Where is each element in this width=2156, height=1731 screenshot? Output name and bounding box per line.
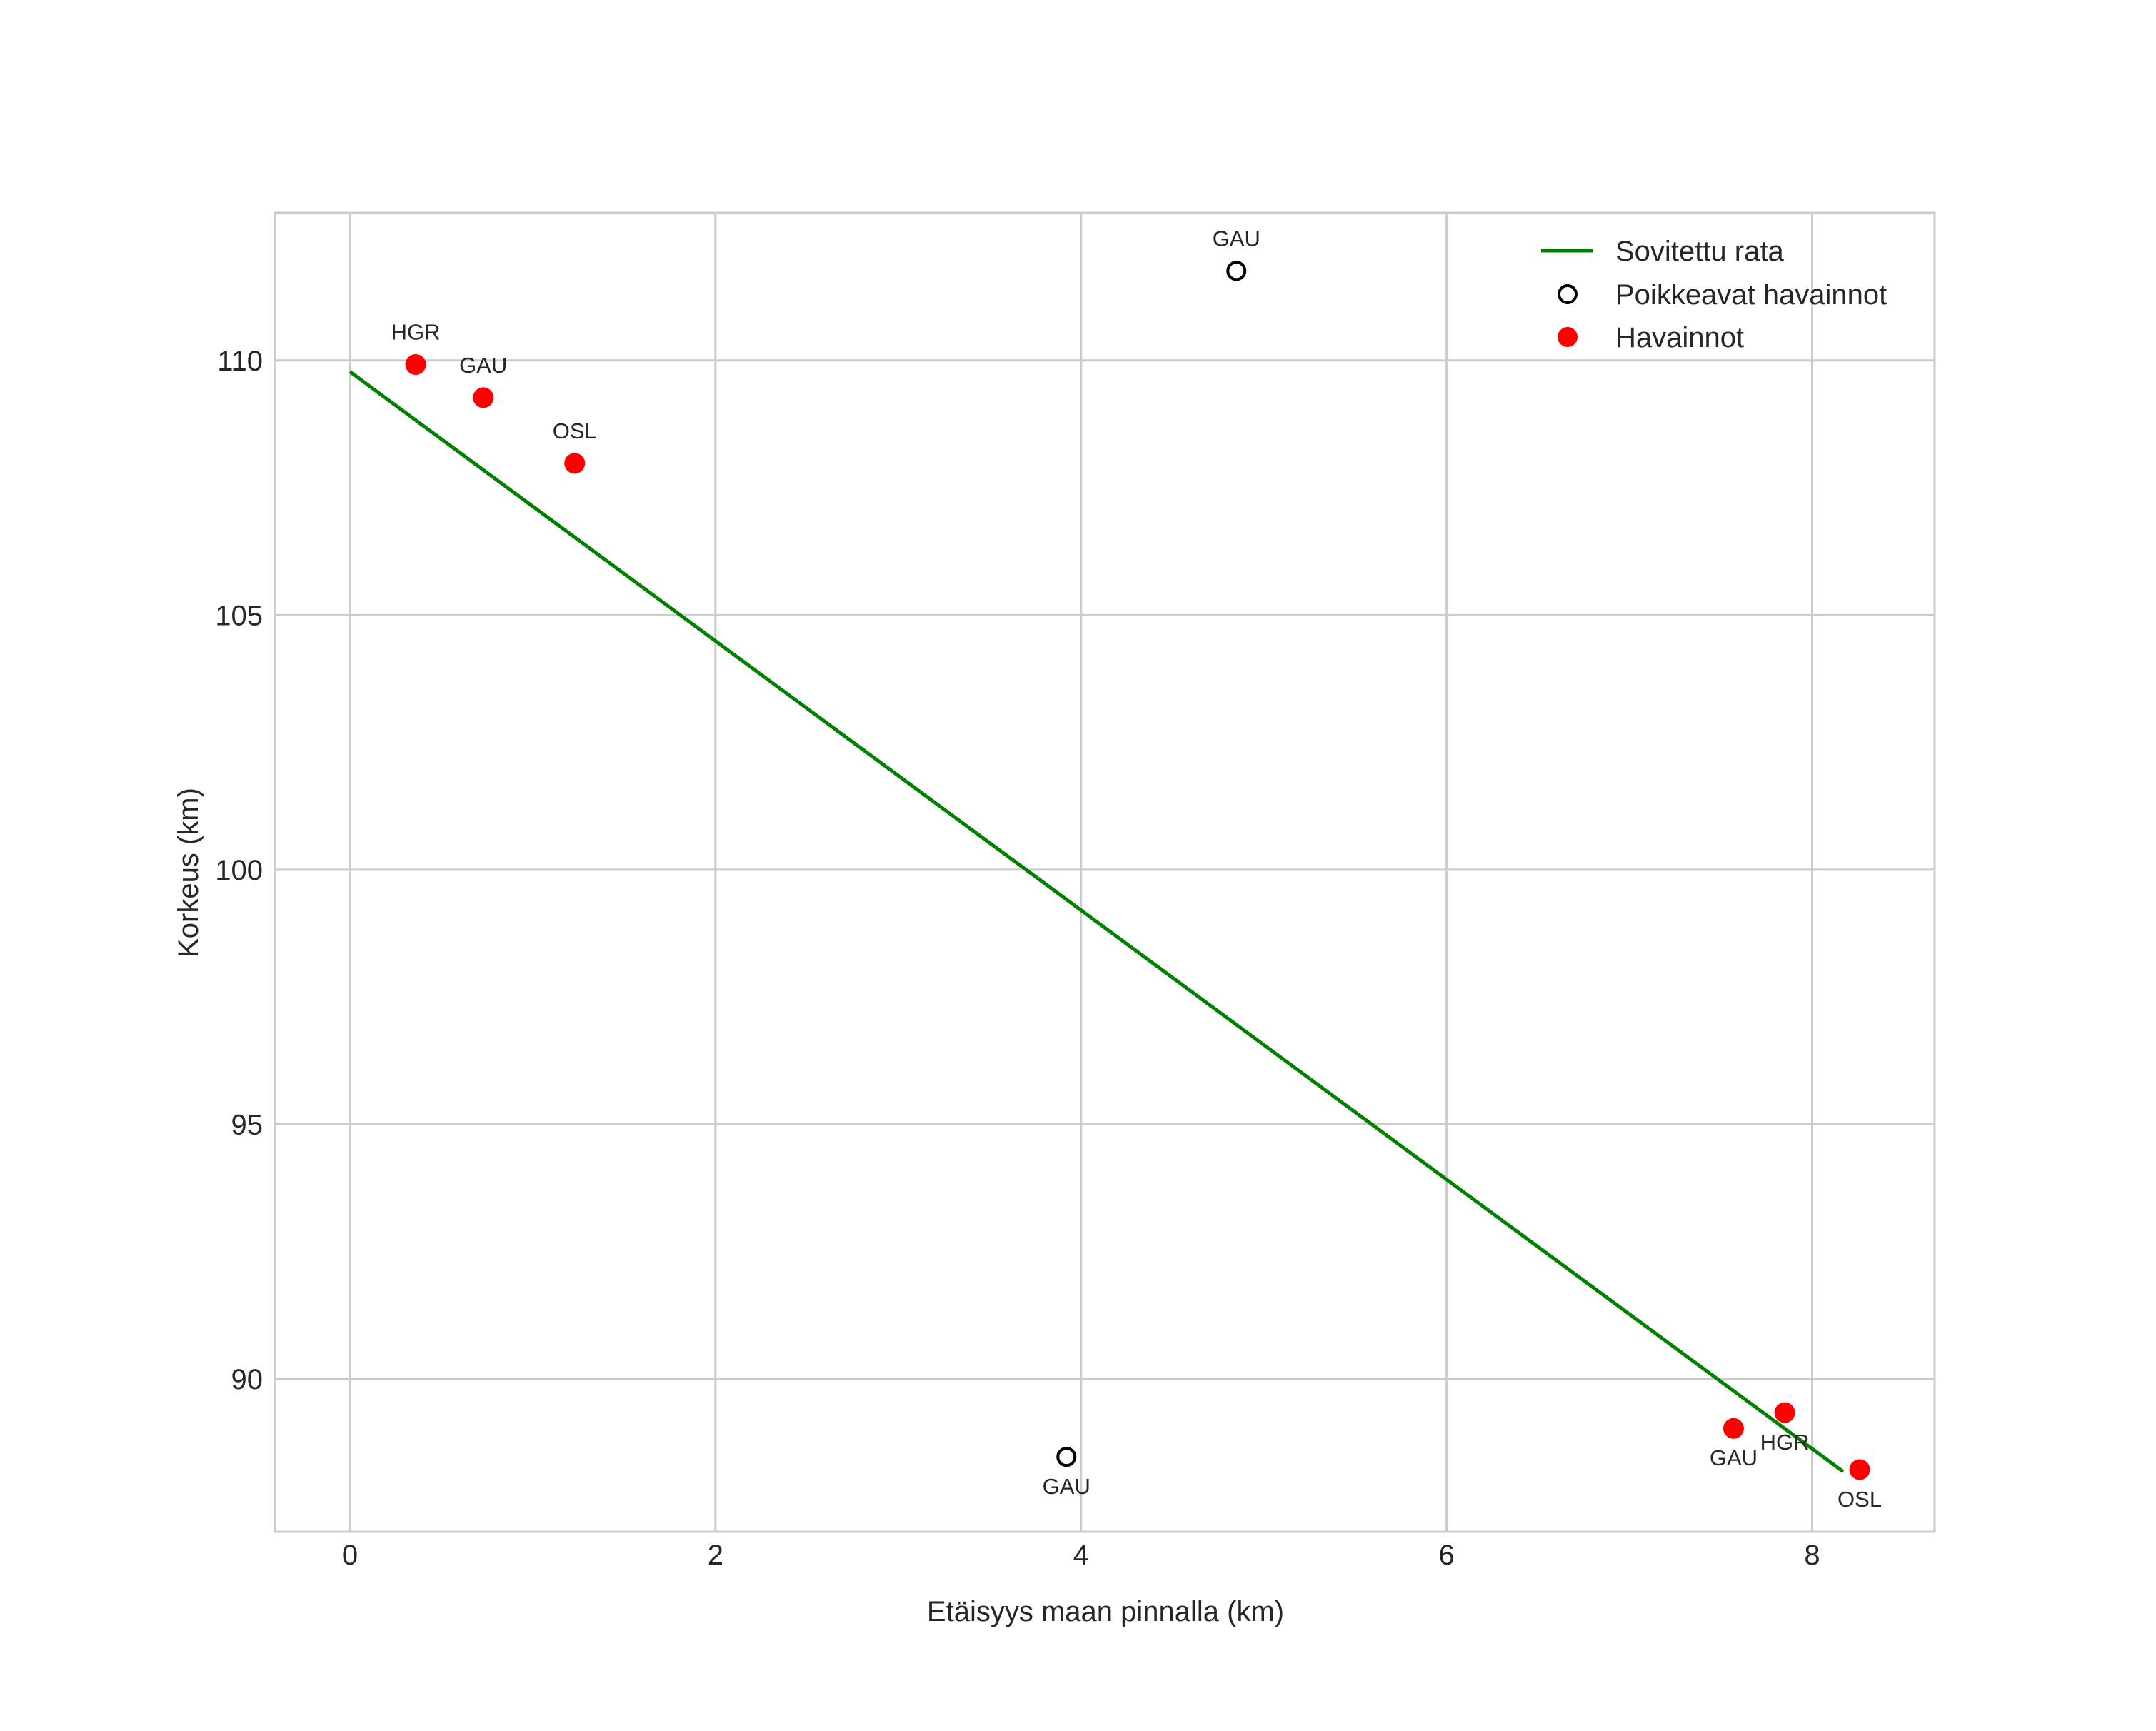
- x-tick-label: 4: [1073, 1540, 1089, 1571]
- legend-label: Poikkeavat havainnot: [1615, 279, 1887, 311]
- hollow-circle-icon: [1558, 284, 1578, 304]
- data-series: [349, 261, 1870, 1480]
- station-label: GAU: [1213, 226, 1260, 251]
- x-tick-label: 6: [1438, 1540, 1454, 1571]
- x-tick-label: 0: [342, 1540, 358, 1571]
- y-tick-label: 100: [215, 855, 263, 886]
- observation-marker: [405, 354, 426, 376]
- x-tick-label: 8: [1804, 1540, 1820, 1571]
- station-label: HGR: [391, 320, 441, 345]
- filled-circle-icon: [1558, 327, 1578, 347]
- legend-label: Havainnot: [1615, 322, 1744, 353]
- outlier-marker: [1056, 1447, 1077, 1467]
- y-axis-label: Korkeus (km): [173, 788, 204, 958]
- observation-marker: [1849, 1459, 1870, 1480]
- fitted-track-line: [349, 370, 1845, 1473]
- station-label: OSL: [553, 418, 597, 443]
- y-tick-label: 110: [217, 346, 263, 377]
- y-tick-label: 95: [231, 1109, 264, 1140]
- x-axis-label: Etäisyys maan pinnalla (km): [927, 1596, 1284, 1627]
- legend-item-outliers: Poikkeavat havainnot: [1558, 279, 1887, 311]
- legend: Sovitettu rata Poikkeavat havainnot Hava…: [1541, 236, 1887, 353]
- observation-marker: [1774, 1402, 1795, 1423]
- station-label: GAU: [1710, 1445, 1758, 1470]
- station-label: GAU: [459, 353, 507, 378]
- x-axis-ticks: 0 2 4 6 8: [342, 1540, 1820, 1571]
- legend-item-observations: Havainnot: [1558, 322, 1744, 353]
- observation-marker: [473, 387, 494, 408]
- y-axis-ticks: 90 95 100 105 110: [215, 346, 263, 1395]
- x-tick-label: 2: [708, 1540, 723, 1571]
- station-label: GAU: [1043, 1474, 1090, 1499]
- station-label: OSL: [1837, 1487, 1882, 1512]
- outlier-marker: [1226, 261, 1247, 281]
- observation-marker: [1723, 1418, 1744, 1439]
- plot-area-frame: [274, 211, 1936, 1533]
- legend-label: Sovitettu rata: [1615, 236, 1784, 267]
- legend-item-fitted-track: Sovitettu rata: [1541, 236, 1784, 267]
- station-label: HGR: [1760, 1430, 1810, 1455]
- y-tick-label: 105: [215, 600, 263, 631]
- y-tick-label: 90: [231, 1364, 264, 1395]
- observation-marker: [564, 453, 586, 474]
- grid-lines: [275, 213, 1935, 1532]
